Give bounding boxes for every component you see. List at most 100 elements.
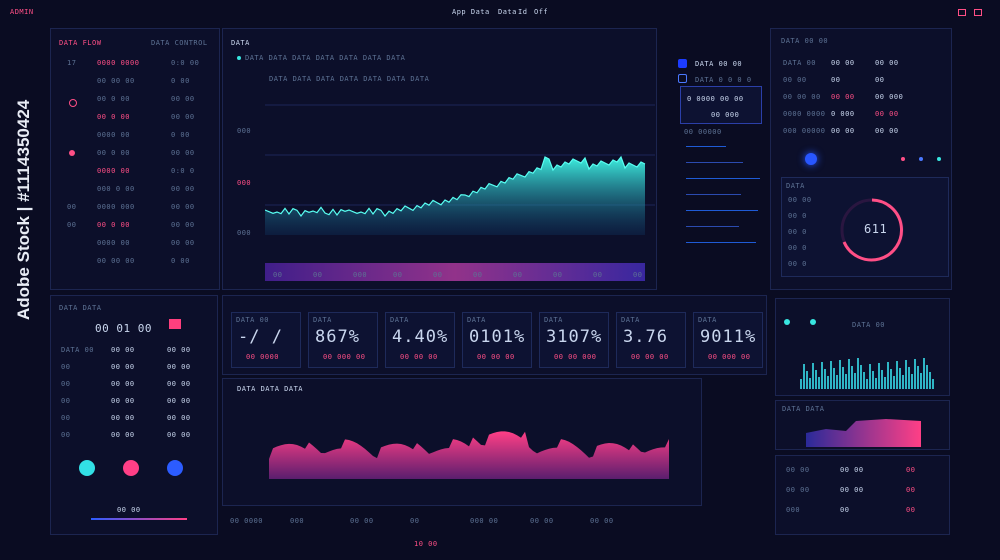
footer-item[interactable]: 00 00 (530, 517, 554, 525)
footer-item[interactable]: 00 00 (350, 517, 374, 525)
top-center-d[interactable]: Off (534, 8, 549, 16)
bl-button-label: 00 00 (117, 506, 141, 514)
close-icon[interactable] (974, 9, 982, 16)
left-row[interactable]: 0000 00 0 00 (51, 129, 219, 143)
bottom-right-bar-chart (800, 358, 934, 389)
top-center-a[interactable]: App Data (452, 8, 490, 16)
blue-indicator-icon (919, 157, 923, 161)
bl-row-meta: 00 00 (167, 397, 191, 405)
left-row[interactable]: 00 0 00 00 00 (51, 93, 219, 107)
br-row-meta: 00 (906, 466, 916, 474)
gauge-card-label: DATA (786, 182, 805, 190)
left-row-value: 00 00 00 (97, 77, 135, 85)
rp-row-label: 00 00 00 (783, 93, 821, 101)
right-panel-header: DATA 00 00 (781, 37, 829, 45)
rp-row-meta: 00 (875, 76, 885, 84)
left-row[interactable]: 000 0 00 00 00 (51, 183, 219, 197)
br-bar (899, 368, 901, 389)
left-row[interactable]: 00 00 0 00 00 00 (51, 219, 219, 233)
main-chart-tab[interactable]: DATA (231, 39, 250, 47)
top-center-c[interactable]: Id (518, 8, 528, 16)
br-bar (911, 374, 913, 389)
br-bar (845, 374, 847, 389)
br-bar (806, 371, 808, 389)
footer-item[interactable]: 00 00 (590, 517, 614, 525)
left-panel-header-b: DATA CONTROL (151, 39, 208, 47)
pink-filter-button[interactable] (123, 460, 139, 476)
bl-row-meta: 00 00 (167, 414, 191, 422)
kpi-card[interactable]: DATA 3.76 00 00 00 (616, 312, 686, 368)
right-mid-sparkline (686, 194, 741, 195)
left-row-meta: 00 00 (171, 203, 195, 211)
br-sub: DATA DATA (782, 405, 825, 413)
left-row[interactable]: 00 00 00 0 00 (51, 255, 219, 269)
kpi-card[interactable]: DATA 3107% 00 00 000 (539, 312, 609, 368)
main-chart-band (265, 263, 645, 281)
check-icon[interactable] (678, 59, 687, 68)
br-bar (914, 359, 916, 389)
left-row-index: 00 (67, 203, 77, 211)
kpi-value: 0101% (469, 327, 526, 347)
br-bar (827, 376, 829, 389)
bl-row-value: 00 00 (111, 431, 135, 439)
left-row[interactable]: 00 0 00 00 00 (51, 111, 219, 125)
br-row-value: 00 00 (840, 486, 864, 494)
cyan-filter-button[interactable] (79, 460, 95, 476)
minimize-icon[interactable] (958, 9, 966, 16)
br-bar (920, 373, 922, 389)
kpi-label: DATA (544, 316, 563, 324)
kpi-value: 4.40% (392, 327, 449, 347)
bottom-chart-panel: DATA DATA DATA (222, 378, 702, 506)
kpi-card[interactable]: DATA 9011% 00 000 00 (693, 312, 763, 368)
kpi-card[interactable]: DATA 0101% 00 00 00 (462, 312, 532, 368)
legend-dot-icon (237, 56, 241, 60)
kpi-card[interactable]: DATA 4.40% 00 00 00 (385, 312, 455, 368)
left-row[interactable]: 17 0000 0000 0:0 00 (51, 57, 219, 71)
bl-row-value: 00 00 (111, 397, 135, 405)
kpi-sub: 00 00 00 (400, 353, 438, 361)
y-label-1: 000 (237, 127, 252, 135)
br-bar (812, 363, 814, 389)
top-center-b[interactable]: Data (498, 8, 517, 16)
kpi-label: DATA (390, 316, 409, 324)
rp-row-value: 00 (831, 76, 841, 84)
left-row[interactable]: 00 0 00 00 00 (51, 147, 219, 161)
left-row-meta: 0 00 (171, 131, 190, 139)
left-row[interactable]: 0000 00 0:0 0 (51, 165, 219, 179)
br-bar (860, 365, 862, 389)
right-mid-sparkline (686, 210, 758, 211)
left-row-value: 0000 000 (97, 203, 135, 211)
br-bar (908, 367, 910, 389)
kpi-sub: 00 00 000 (554, 353, 597, 361)
blue-orb-icon[interactable] (805, 153, 817, 165)
kpi-card[interactable]: DATA 867% 00 000 00 (308, 312, 378, 368)
kpi-sub: 00 000 00 (708, 353, 751, 361)
kpi-value: 3107% (546, 327, 603, 347)
pink-flag-icon[interactable] (169, 319, 181, 329)
footer-item[interactable]: 00 0000 (230, 517, 264, 525)
blue-filter-button[interactable] (167, 460, 183, 476)
checkbox-icon[interactable] (678, 74, 687, 83)
kpi-label: DATA 00 (236, 316, 270, 324)
top-left-label: ADMIN (10, 8, 34, 16)
br-bar (815, 370, 817, 389)
main-area-chart (265, 104, 655, 281)
main-chart-panel: DATA DATA DATA DATA DATA DATA DATA DATA … (222, 28, 657, 290)
bl-row-label: DATA 00 (61, 346, 95, 354)
br-row-label: 00 00 (786, 486, 810, 494)
left-row-value: 0000 00 (97, 167, 131, 175)
left-row[interactable]: 0000 00 00 00 (51, 237, 219, 251)
highlight-box[interactable]: 0 0000 00 00 00 000 (680, 86, 762, 124)
footer-item[interactable]: 000 00 (470, 517, 499, 525)
gauge-list-item: 00 0 (788, 228, 807, 236)
footer-item[interactable]: 000 (290, 517, 305, 525)
gauge-list-item: 00 00 (788, 196, 812, 204)
bl-row-meta: 00 00 (167, 363, 191, 371)
left-panel-header-a: DATA FLOW (59, 39, 102, 47)
kpi-card[interactable]: DATA 00 -/ / 00 0000 (231, 312, 301, 368)
bl-button[interactable]: 00 00 (91, 506, 187, 520)
left-row[interactable]: 00 00 00 0 00 (51, 75, 219, 89)
bottom-chart-title: DATA DATA DATA (237, 385, 304, 393)
left-row[interactable]: 00 0000 000 00 00 (51, 201, 219, 215)
footer-item[interactable]: 00 (410, 517, 420, 525)
